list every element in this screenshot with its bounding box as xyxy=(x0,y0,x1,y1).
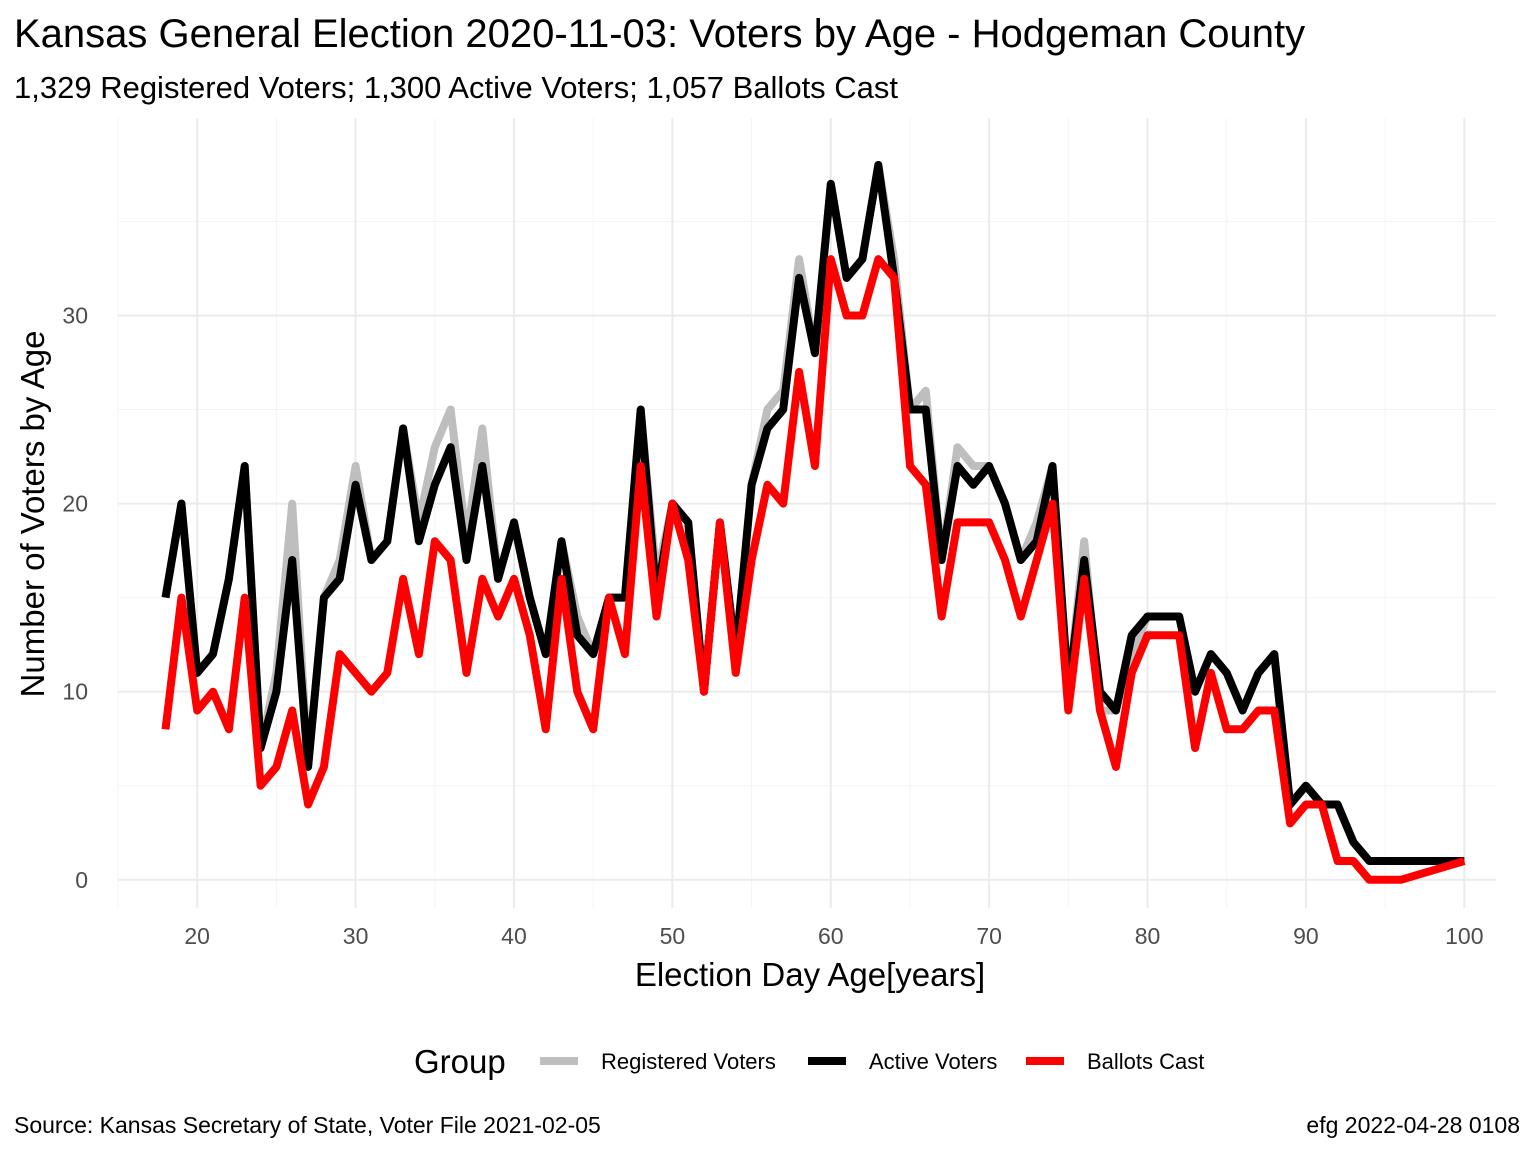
x-tick-label: 50 xyxy=(660,923,686,949)
x-tick-label: 20 xyxy=(184,923,210,949)
y-tick-label: 30 xyxy=(62,303,88,329)
y-tick-label: 0 xyxy=(75,867,88,893)
x-tick-label: 40 xyxy=(501,923,527,949)
y-tick-label: 20 xyxy=(62,491,88,517)
x-tick-label: 90 xyxy=(1293,923,1319,949)
legend-label-registered: Registered Voters xyxy=(601,1049,776,1074)
series-layer xyxy=(161,161,1466,884)
y-tick-label: 10 xyxy=(62,679,88,705)
legend-title: Group xyxy=(414,1043,506,1080)
chart-subtitle: 1,329 Registered Voters; 1,300 Active Vo… xyxy=(14,70,898,105)
x-tick-label: 80 xyxy=(1135,923,1161,949)
x-tick-label: 60 xyxy=(818,923,844,949)
x-tick-label: 30 xyxy=(343,923,369,949)
plot-panel xyxy=(117,118,1496,908)
x-tick-label: 70 xyxy=(976,923,1002,949)
caption-credit: efg 2022-04-28 0108 xyxy=(1306,1112,1520,1138)
chart-title: Kansas General Election 2020-11-03: Vote… xyxy=(14,12,1305,56)
series-line-active xyxy=(161,161,1465,865)
caption-source: Source: Kansas Secretary of State, Voter… xyxy=(14,1112,601,1138)
legend-label-ballots: Ballots Cast xyxy=(1087,1049,1204,1074)
x-tick-label: 100 xyxy=(1445,923,1483,949)
grid-layer xyxy=(117,118,1496,908)
series-line-ballots xyxy=(161,255,1466,884)
legend-label-active: Active Voters xyxy=(869,1049,997,1074)
y-axis-ticks: 0 10 20 30 xyxy=(62,303,88,893)
x-axis-ticks: 20 30 40 50 60 70 80 90 100 xyxy=(184,923,1483,949)
x-axis-title: Election Day Age[years] xyxy=(635,956,985,993)
y-axis-title: Number of Voters by Age xyxy=(14,331,51,698)
legend: Group Registered Voters Active Voters Ba… xyxy=(414,1043,1204,1080)
